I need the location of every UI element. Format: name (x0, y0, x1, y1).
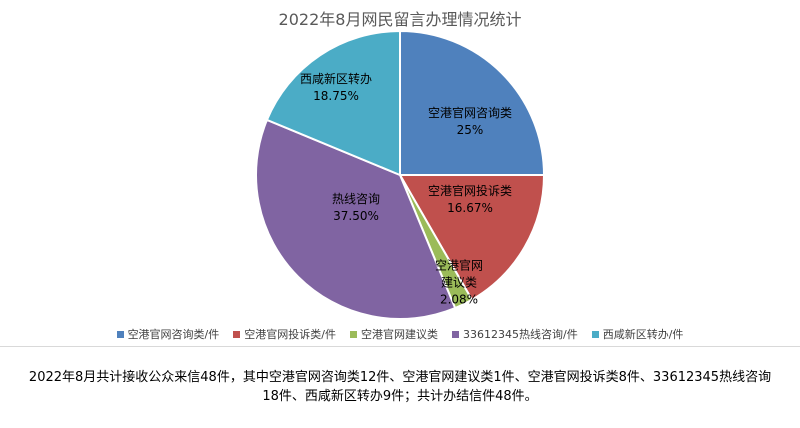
legend-swatch (452, 330, 459, 338)
chart-area: 空港官网咨询类 25% 空港官网投诉类 16.67% 空港官网 建议类 2.08% 热线咨询 3… (0, 10, 800, 342)
pie-slice (399, 29, 546, 176)
data-label: 空港官网 (435, 258, 483, 273)
summary-text: 2022年8月共计接收公众来信48件，其中空港官网咨询类12件、空港官网建议类1… (8, 368, 792, 406)
data-label: 空港官网咨询类 (428, 105, 512, 120)
legend-swatch (233, 330, 241, 338)
data-label: 37.50% (333, 209, 379, 223)
pie-chart: 空港官网咨询类 25% 空港官网投诉类 16.67% 空港官网建议类 2.08% 热线咨询 3… (255, 29, 546, 320)
legend-swatch (350, 330, 357, 338)
summary-line: 18件、西咸新区转办9件；共计办结信件48件。 (262, 389, 538, 404)
legend-swatch (116, 330, 124, 338)
legend-label: 空港官网建议类 (361, 328, 438, 341)
data-label: 西咸新区转办 (300, 71, 372, 86)
data-label: 建议类 (441, 276, 477, 290)
legend-item: 33612345热线咨询/件 (452, 326, 578, 342)
legend-item: 空港官网建议类 (350, 326, 438, 342)
chart-title: 2022年8月网民留言办理情况统计 (278, 10, 522, 29)
data-label: 2.08% (440, 293, 478, 307)
pie-slice (265, 29, 401, 177)
data-label: 空港官网投诉类 (428, 183, 512, 198)
pie-slice (255, 118, 457, 320)
legend-label: 33612345热线咨询/件 (463, 328, 578, 341)
data-label: 热线咨询 (332, 191, 380, 206)
legend-item: 西咸新区转办/件 (591, 326, 684, 342)
legend-label: 空港官网咨询类/件 (127, 328, 220, 341)
legend-label: 空港官网投诉类/件 (244, 328, 336, 341)
divider (0, 346, 800, 347)
legend-swatch (591, 330, 599, 338)
legend-label: 西咸新区转办/件 (602, 328, 684, 341)
legend-item: 空港官网投诉类/件 (233, 326, 336, 342)
chart-legend: 空港官网咨询类/件 空港官网投诉类/件 空港官网建议类 33612345热线咨询… (0, 326, 800, 342)
summary-line: 2022年8月共计接收公众来信48件，其中空港官网咨询类12件、空港官网建议类1… (28, 370, 772, 385)
data-label: 25% (457, 123, 484, 137)
pie-slice (398, 174, 546, 302)
data-label: 18.75% (313, 89, 359, 103)
data-label: 16.67% (447, 201, 493, 215)
legend-item: 空港官网咨询类/件 (116, 326, 220, 342)
